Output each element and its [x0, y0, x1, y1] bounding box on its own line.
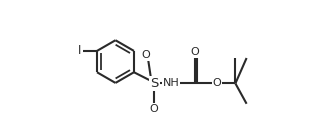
Text: O: O: [150, 104, 158, 114]
Text: I: I: [78, 44, 82, 57]
Text: O: O: [190, 47, 199, 57]
Text: O: O: [141, 50, 150, 60]
Text: NH: NH: [163, 78, 180, 88]
Text: O: O: [213, 78, 221, 88]
Text: S: S: [150, 77, 158, 90]
